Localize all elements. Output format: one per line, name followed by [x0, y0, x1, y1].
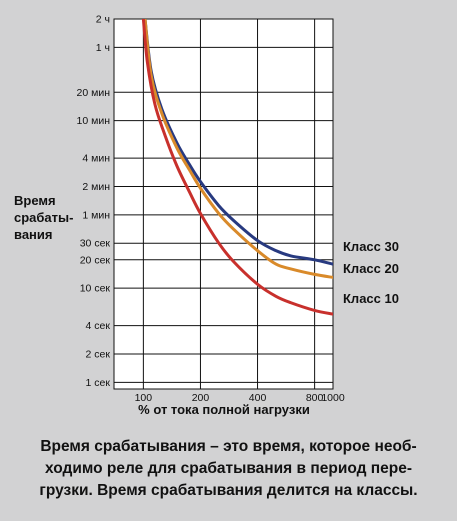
y-tick-label: 20 сек: [80, 254, 111, 266]
x-axis-label: % от тока полной нагрузки: [138, 402, 310, 417]
y-axis-label-line: вания: [14, 227, 53, 242]
x-tick-label: 200: [192, 392, 210, 404]
y-axis-label-line: Время: [14, 193, 56, 208]
x-tick-label: 1000: [321, 392, 345, 404]
y-tick-label: 10 мин: [77, 115, 111, 127]
caption-line: ходимо реле для срабатывания в период пе…: [45, 460, 412, 477]
trip-time-chart: 2 ч 1 ч 20 мин 10 мин 4 мин 2 мин 1 мин 30 сек 2…: [77, 14, 399, 418]
series-line-2: [143, 19, 333, 279]
plot-background: [114, 19, 333, 389]
legend-label: Класс 20: [343, 261, 399, 276]
x-tick-label: 400: [249, 392, 267, 404]
y-tick-label: 20 мин: [77, 87, 111, 99]
y-tick-label: 1 мин: [82, 209, 110, 221]
y-tick-label: 10 сек: [80, 283, 111, 295]
y-tick-label: 4 сек: [86, 320, 111, 332]
plot-frame: [113, 18, 334, 390]
legend-label: Класс 30: [343, 239, 399, 254]
y-tick-label: 30 сек: [80, 238, 111, 250]
grid-lines: [113, 18, 334, 390]
x-tick-label: 100: [135, 392, 153, 404]
y-tick-label: 2 мин: [82, 181, 110, 193]
y-tick-label: 4 мин: [82, 153, 110, 165]
legend: Класс 30 Класс 20 Класс 10: [343, 239, 399, 306]
caption-line: Время срабатывания – это время, которое …: [40, 438, 417, 455]
y-axis-label: Время срабаты- вания: [14, 192, 84, 243]
curves: [141, 19, 333, 316]
y-tick-label: 1 ч: [96, 42, 110, 54]
legend-label: Класс 10: [343, 291, 399, 306]
caption: Время срабатывания – это время, которое …: [0, 436, 457, 502]
tick-labels: 2 ч 1 ч 20 мин 10 мин 4 мин 2 мин 1 мин 30 сек 2…: [77, 14, 345, 405]
y-tick-label: 1 сек: [86, 377, 111, 389]
series-line-3: [141, 19, 333, 316]
caption-line: грузки. Время срабатывания делится на кл…: [39, 482, 418, 499]
y-tick-label: 2 ч: [96, 14, 110, 26]
x-tick-label: 800: [306, 392, 324, 404]
y-tick-label: 2 сек: [86, 348, 111, 360]
y-axis-label-line: срабаты-: [14, 210, 74, 225]
